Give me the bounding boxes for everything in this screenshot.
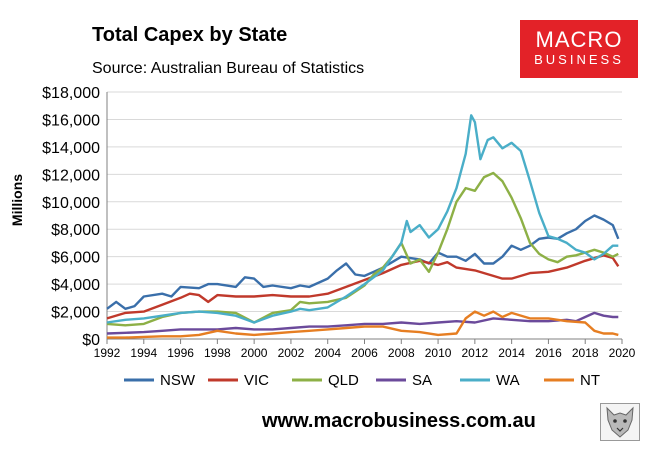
x-tick-label: 2006: [351, 346, 378, 360]
x-tick-label: 2002: [278, 346, 305, 360]
legend-label: WA: [496, 372, 520, 389]
legend-item-nt: NT: [544, 372, 600, 389]
legend-label: NT: [580, 372, 600, 389]
y-tick-label: $8,000: [51, 222, 100, 239]
legend-label: NSW: [160, 372, 196, 389]
x-tick-label: 1998: [204, 346, 231, 360]
series-line-wa: [106, 114, 619, 324]
legend-item-wa: WA: [460, 372, 520, 389]
line-chart: $0 $2,000 $4,000 $6,000 $8,000 $10,000 $12,000…: [9, 85, 636, 389]
x-tick-label: 2020: [609, 346, 636, 360]
x-tick-label: 1994: [130, 346, 157, 360]
y-tick-label: $6,000: [51, 250, 100, 267]
y-tick-label: $12,000: [42, 167, 100, 184]
x-tick-label: 2018: [572, 346, 599, 360]
chart-axes: [106, 92, 623, 344]
series-lines: [106, 114, 620, 339]
y-tick-label: $4,000: [51, 277, 100, 294]
y-tick-label: $10,000: [42, 195, 100, 212]
series-line-qld: [106, 171, 619, 327]
x-tick-label: 1992: [94, 346, 121, 360]
brand-logo[interactable]: MACRO BUSINESS: [520, 20, 638, 78]
x-tick-label: 2014: [498, 346, 525, 360]
legend-label: VIC: [244, 372, 269, 389]
y-tick-label: $16,000: [42, 112, 100, 129]
y-tick-label: $18,000: [42, 85, 100, 102]
logo-text-business: BUSINESS: [534, 52, 624, 67]
legend-label: SA: [412, 372, 432, 389]
chart-title: Total Capex by State: [92, 24, 288, 46]
legend-item-nsw: NSW: [124, 372, 196, 389]
x-tick-label: 2004: [314, 346, 341, 360]
legend-item-vic: VIC: [208, 372, 269, 389]
chart-source: Source: Australian Bureau of Statistics: [92, 60, 365, 77]
logo-text-macro: MACRO: [535, 27, 623, 52]
x-tick-label: 2008: [388, 346, 415, 360]
y-axis-label: Millions: [9, 174, 25, 226]
y-tick-labels: $0 $2,000 $4,000 $6,000 $8,000 $10,000 $12,000…: [42, 85, 100, 349]
x-tick-label: 2010: [425, 346, 452, 360]
legend-item-sa: SA: [376, 372, 432, 389]
x-tick-label: 2016: [535, 346, 562, 360]
series-line-nt: [107, 310, 619, 339]
y-tick-label: $14,000: [42, 140, 100, 157]
website-url[interactable]: www.macrobusiness.com.au: [262, 410, 536, 432]
legend-label: QLD: [328, 372, 359, 389]
x-tick-labels: 1992 1994 1996 1998 2000 2002 2004 2006 2008 2010…: [94, 346, 636, 360]
y-tick-label: $0: [82, 332, 100, 349]
x-tick-label: 1996: [167, 346, 194, 360]
legend: NSW VIC QLD SA WA NT: [124, 372, 600, 389]
wolf-icon: [600, 403, 640, 441]
series-line-sa: [106, 311, 619, 335]
legend-item-qld: QLD: [292, 372, 359, 389]
gridlines: [107, 91, 622, 313]
x-tick-label: 2000: [241, 346, 268, 360]
x-tick-label: 2012: [462, 346, 489, 360]
y-tick-label: $2,000: [51, 305, 100, 322]
